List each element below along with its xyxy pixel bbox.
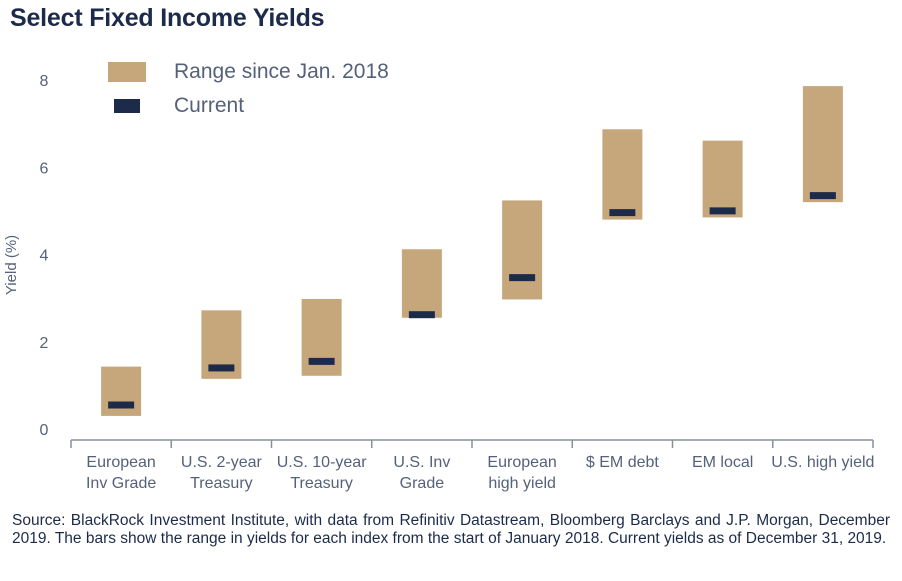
range-bar [401,249,442,318]
current-marker [809,192,836,200]
range-bar [502,200,543,300]
current-marker [408,311,435,319]
current-markers [108,192,836,409]
x-category-label: U.S. 10-year Treasury [277,454,367,492]
legend-range-label: Range since Jan. 2018 [174,60,389,83]
y-axis-label: Yield (%) [3,235,20,295]
x-category-label: European high yield [487,454,556,492]
x-category-label: U.S. Inv Grade [393,454,450,492]
chart-title: Select Fixed Income Yields [10,4,325,32]
range-bar [802,86,843,203]
current-marker [609,209,636,217]
x-category-label: $ EM debt [586,454,659,471]
legend-current-swatch [114,99,140,113]
x-category-label: European Inv Grade [86,454,156,492]
x-category-label: U.S. 2-year Treasury [181,454,263,492]
legend: Range since Jan. 2018 Current [108,60,389,117]
y-tick-label: 6 [40,160,49,177]
current-marker [509,274,536,282]
y-tick-label: 2 [40,335,49,352]
legend-range-swatch [108,62,146,82]
source-note: Source: BlackRock Investment Institute, … [12,512,890,547]
range-bar [702,140,743,218]
legend-current-label: Current [174,94,244,117]
range-bars [101,86,843,416]
current-marker [709,207,736,215]
y-axis: 0 2 4 6 8 [40,73,49,439]
current-marker [208,364,235,372]
x-axis: European Inv Grade U.S. 2-year Treasury U.S.… [70,439,874,492]
current-marker [108,401,135,409]
chart-svg: 0 2 4 6 8 European Inv Grade U.S. 2-year Treasu… [3,60,874,492]
y-tick-label: 4 [40,248,49,265]
x-category-label: U.S. high yield [771,454,874,471]
current-marker [308,357,335,365]
range-bar [602,129,643,220]
range-bar [101,366,142,416]
y-tick-label: 0 [40,422,49,439]
y-tick-label: 8 [40,73,49,90]
x-category-label: EM local [692,454,753,471]
